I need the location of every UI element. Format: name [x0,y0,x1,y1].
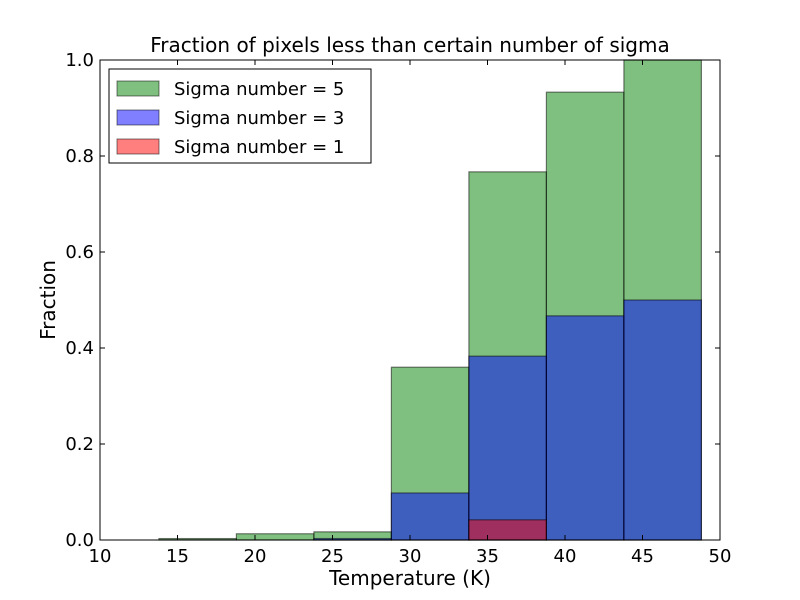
x-tick-label-45: 45 [631,546,654,567]
x-tick-label-15: 15 [166,546,189,567]
x-tick-label-20: 20 [244,546,267,567]
bar-series3-bin5 [468,519,547,541]
legend-label-2: Sigma number = 3 [174,108,344,129]
ticks-group: 10 15 20 25 30 35 40 45 50 0.0 0.2 0.4 0.6 0.8 1.0 [65,50,731,567]
x-tick-label-25: 25 [321,546,344,567]
y-tick-label-1: 0.2 [65,434,94,455]
bar-series2-bin6 [545,315,625,541]
plot-frame [99,59,721,541]
bar-series2-bin5 [468,355,547,541]
legend-swatch-1 [116,80,160,97]
y-tick-label-5: 1.0 [65,50,94,71]
x-tick-label-40: 40 [554,546,577,567]
y-tick-label-2: 0.4 [65,338,94,359]
x-tick-label-35: 35 [476,546,499,567]
bar-series2-bin7 [623,299,703,541]
y-tick-label-4: 0.8 [65,146,94,167]
bars-group [158,59,703,541]
legend-label-3: Sigma number = 1 [174,137,344,158]
bar-series1-bin2 [235,533,315,541]
x-axis-label: Temperature (K) [328,566,491,590]
legend: Sigma number = 5 Sigma number = 3 Sigma nu… [108,68,372,164]
x-tick-label-30: 30 [399,546,422,567]
y-axis-label: Fraction [36,260,60,340]
x-tick-label-50: 50 [709,546,732,567]
chart-title: Fraction of pixels less than certain num… [150,33,669,57]
x-tick-label-10: 10 [89,546,112,567]
legend-label-1: Sigma number = 5 [174,79,344,100]
bar-series2-bin4 [390,492,470,541]
y-tick-label-0: 0.0 [65,530,94,551]
y-tick-label-3: 0.6 [65,242,94,263]
legend-swatch-3 [116,138,160,155]
legend-swatch-2 [116,109,160,126]
